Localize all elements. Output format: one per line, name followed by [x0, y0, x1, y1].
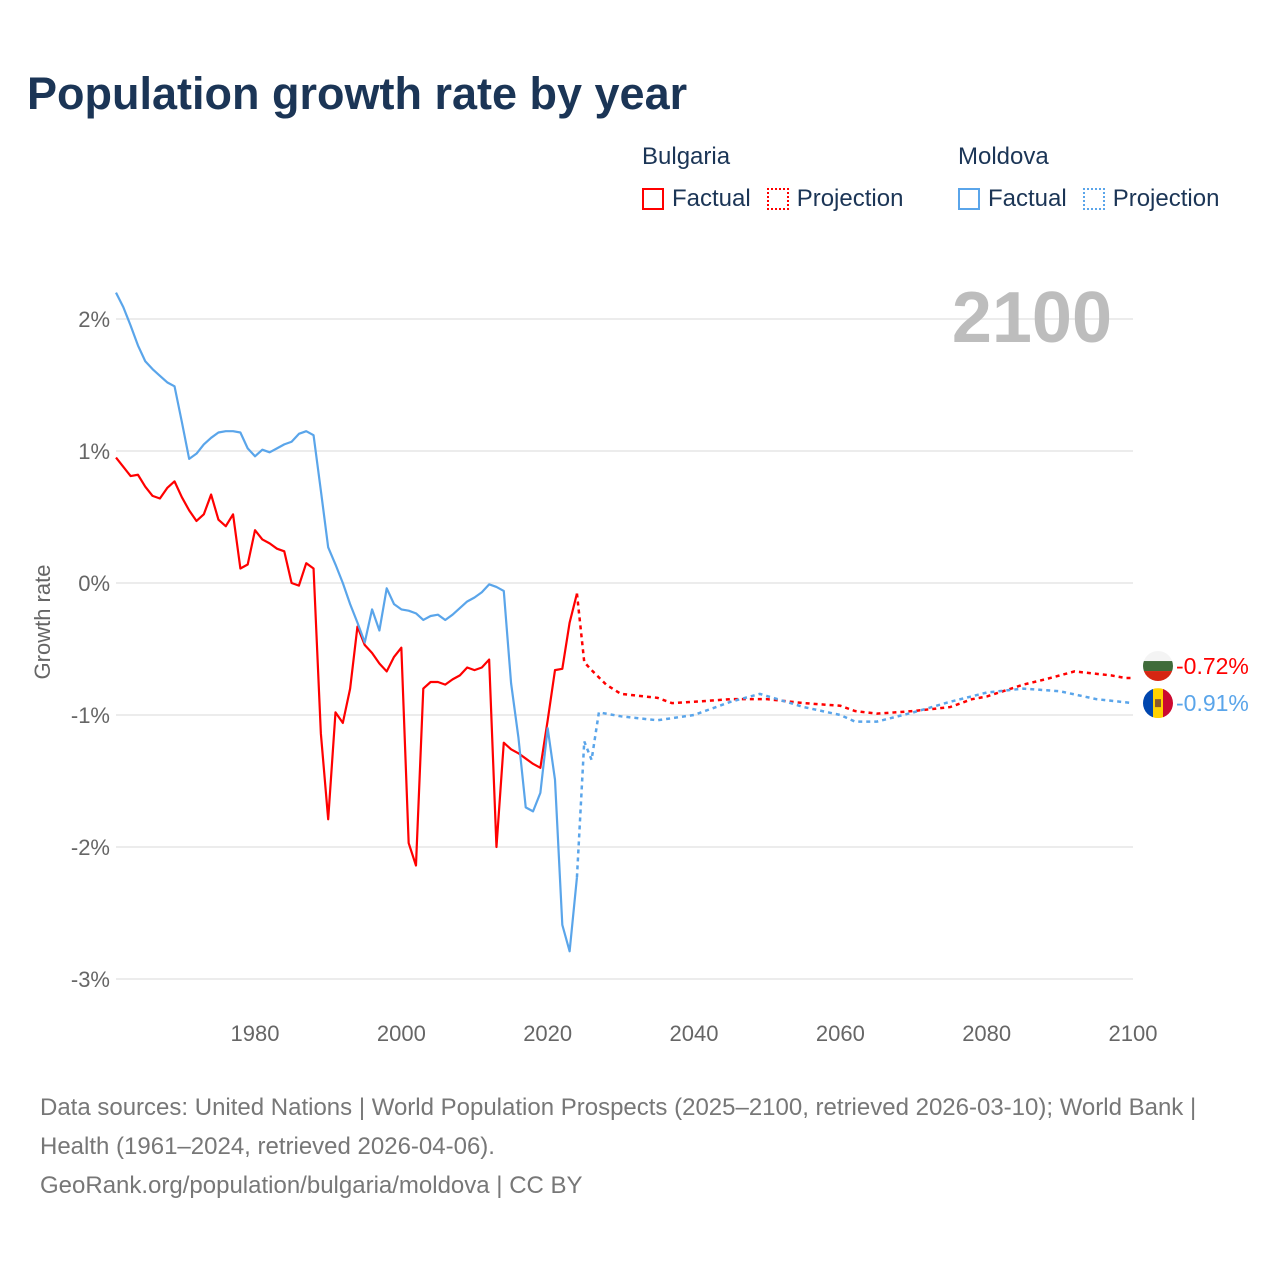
legend-label: Factual — [988, 185, 1067, 212]
legend-swatch-dotted — [1082, 188, 1105, 210]
y-tick-label: -1% — [71, 703, 110, 728]
bulgaria-end-value-label: -0.72% — [1176, 653, 1249, 679]
year-indicator: 2100 — [952, 278, 1112, 358]
flag-stripe-blue — [1143, 688, 1153, 719]
y-tick-label: -3% — [71, 967, 110, 992]
moldova-factual-line — [115, 292, 579, 953]
legend-swatch-dotted — [766, 188, 789, 210]
bulgaria-factual-line — [115, 456, 579, 867]
legend-label: Projection — [1112, 185, 1220, 212]
legend-label: Factual — [672, 185, 751, 212]
flag-stripe-red — [1163, 688, 1173, 719]
footer: Data sources: United Nations | World Pop… — [40, 1088, 1240, 1205]
bulgaria-flag-icon — [1143, 651, 1173, 682]
x-tick-label: 2100 — [1109, 1021, 1158, 1046]
legend-swatch-solid — [642, 188, 664, 210]
chart-title: Population growth rate by year — [27, 68, 688, 119]
x-tick-label: 2040 — [670, 1021, 719, 1046]
flag-emblem — [1155, 699, 1161, 708]
flag-stripe-red — [1143, 671, 1173, 682]
flag-stripe-green — [1143, 661, 1173, 672]
legend-item-moldova-factual[interactable]: Factual — [958, 185, 1067, 213]
legend-item-moldova-projection[interactable]: Projection — [1082, 185, 1220, 213]
y-tick-label: 0% — [78, 571, 110, 596]
legend-moldova: Moldova Factual Projection — [958, 143, 1235, 213]
flag-stripe-white — [1143, 651, 1173, 662]
flag-body — [1143, 651, 1173, 682]
bulgaria-projection-line — [575, 593, 1133, 715]
legend-group-title: Bulgaria — [642, 143, 731, 170]
y-axis-label: Growth rate — [30, 565, 55, 680]
moldova-end-value-label: -0.91% — [1176, 690, 1249, 716]
x-tick-label: 2000 — [377, 1021, 426, 1046]
data-sources: Data sources: United Nations | World Pop… — [40, 1094, 1197, 1160]
flag-body — [1143, 688, 1173, 719]
legend-bulgaria: Bulgaria Factual Projection — [642, 143, 919, 213]
x-tick-label: 2060 — [816, 1021, 865, 1046]
moldova-flag-icon — [1143, 688, 1173, 719]
y-tick-label: -2% — [71, 835, 110, 860]
x-tick-label: 2020 — [523, 1021, 572, 1046]
legend-swatch-solid — [958, 188, 980, 210]
legend-group-title: Moldova — [958, 143, 1049, 170]
legend-item-bulgaria-factual[interactable]: Factual — [642, 185, 751, 213]
legend-label: Projection — [796, 185, 904, 212]
x-tick-label: 1980 — [231, 1021, 280, 1046]
y-tick-label: 1% — [78, 439, 110, 464]
y-tick-label: 2% — [78, 307, 110, 332]
moldova-projection-line — [575, 687, 1134, 878]
legend-item-bulgaria-projection[interactable]: Projection — [766, 185, 904, 213]
x-tick-label: 2080 — [962, 1021, 1011, 1046]
source-link[interactable]: GeoRank.org/population/bulgaria/moldova … — [40, 1172, 583, 1199]
